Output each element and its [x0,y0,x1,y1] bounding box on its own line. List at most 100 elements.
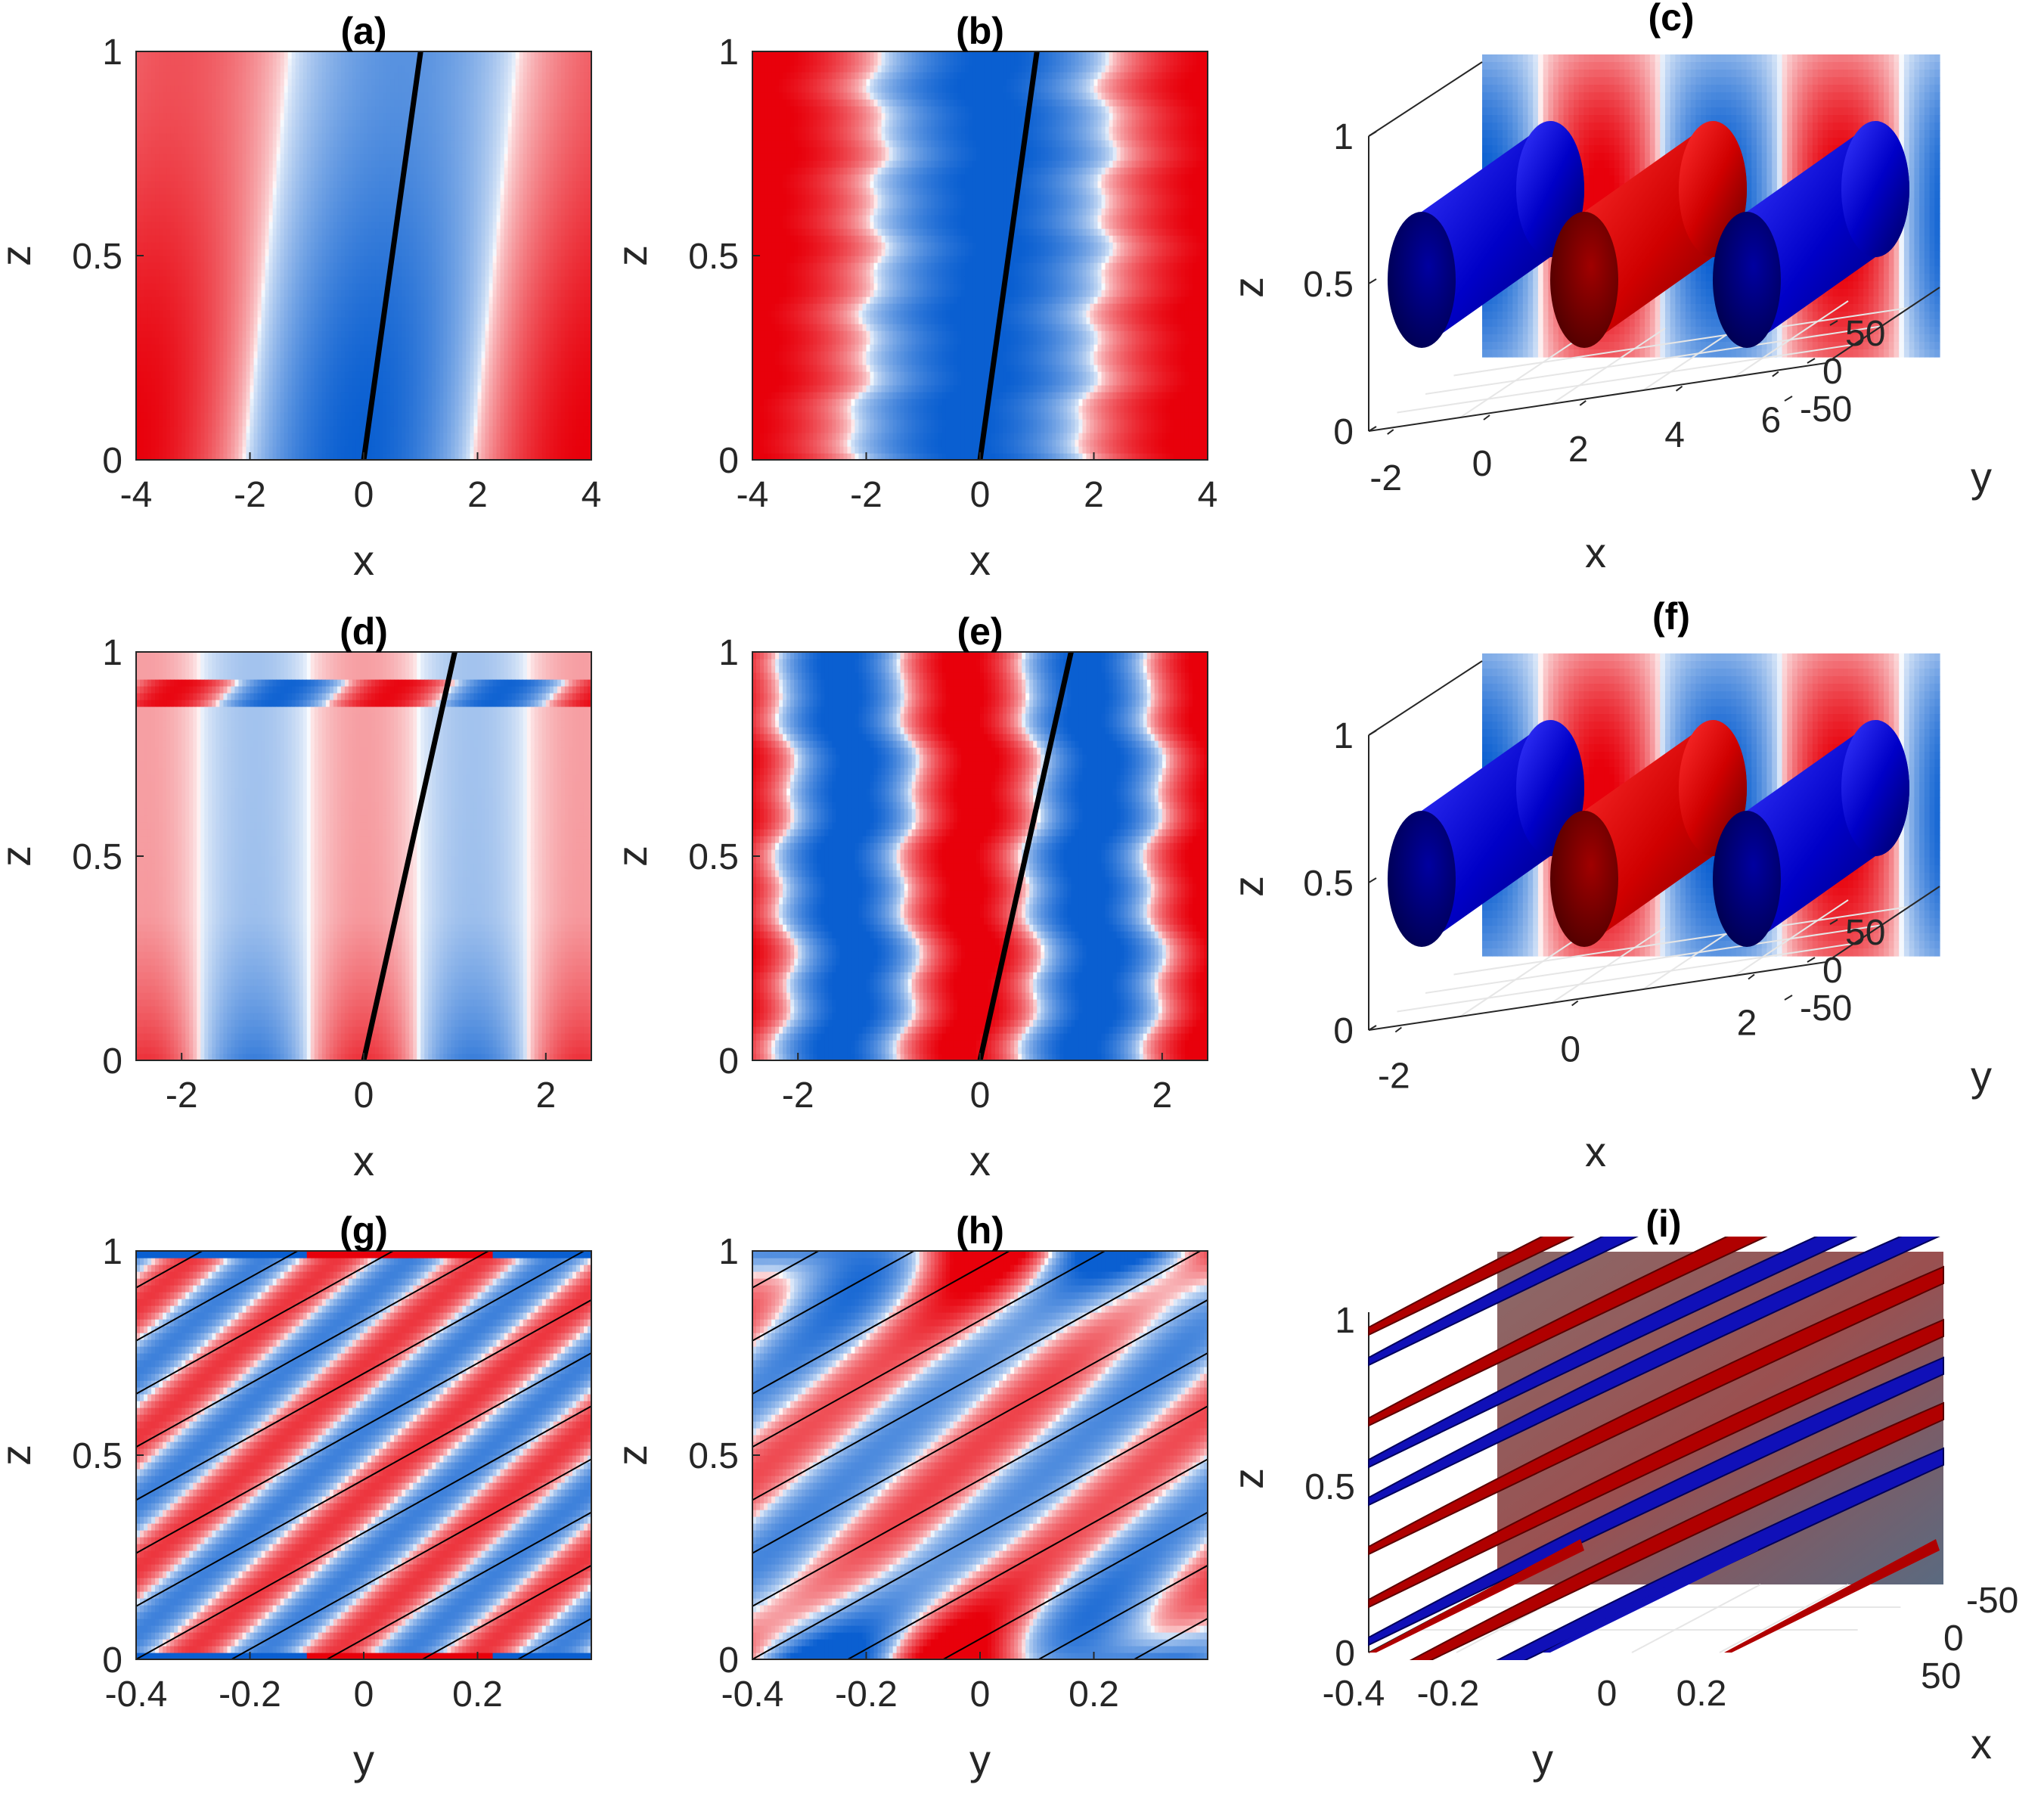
heatmap-cell [170,433,175,440]
heatmap-cell [265,405,270,413]
heatmap-cell [355,419,361,427]
heatmap-cell [284,167,289,175]
heatmap-cell [371,113,376,120]
heatmap-cell [181,174,186,182]
heatmap-cell [321,385,327,393]
heatmap-cell [348,344,353,352]
heatmap-cell [375,208,380,216]
heatmap-cell [166,154,171,161]
heatmap-cell [166,188,171,195]
heatmap-cell [344,290,349,297]
heatmap-cell [185,324,190,331]
heatmap-cell [242,283,247,290]
heatmap-cell [321,106,327,113]
heatmap-cell [432,133,436,141]
heatmap-cell [280,160,285,168]
heatmap-cell [140,181,144,188]
heatmap-cell [197,453,201,461]
heatmap-cell [155,405,160,413]
heatmap-cell [163,208,167,216]
heatmap-cell [299,113,304,120]
heatmap-cell [355,351,361,358]
heatmap-cell [284,228,289,236]
heatmap-cell [140,453,144,461]
heatmap-cell [208,358,212,365]
heatmap-cell [261,419,266,427]
heatmap-cell [371,303,376,311]
heatmap-cell [402,99,406,107]
heatmap-cell [151,256,156,263]
heatmap-cell [375,433,380,440]
heatmap-cell [383,276,387,284]
heatmap-cell [355,269,361,277]
heatmap-cell [447,303,451,311]
heatmap-cell [276,324,281,331]
heatmap-cell [348,235,353,243]
heatmap-cell [352,228,357,236]
heatmap-cell [375,256,380,263]
heatmap-cell [329,160,334,168]
heatmap-cell [147,133,152,141]
heatmap-cell [261,242,266,250]
heatmap-cell [253,262,259,270]
heatmap-cell [398,337,402,345]
heatmap-cell [219,344,224,352]
heatmap-cell [147,201,152,209]
heatmap-cell [344,92,349,100]
heatmap-cell [383,378,387,386]
heatmap-cell [204,365,209,372]
heatmap-cell [291,446,296,454]
heatmap-cell [364,249,368,256]
heatmap-cell [325,194,330,202]
heatmap-cell [447,344,451,352]
heatmap-cell [325,181,330,188]
heatmap-cell [178,58,182,66]
heatmap-cell [402,337,406,345]
heatmap-cell [428,378,433,386]
heatmap-cell [250,351,255,358]
heatmap-cell [355,85,361,93]
heatmap-cell [159,290,163,297]
heatmap-cell [276,371,281,379]
heatmap-cell [144,92,148,100]
heatmap-cell [405,119,410,127]
heatmap-cell [159,453,163,461]
heatmap-cell [295,446,300,454]
heatmap-cell [402,58,406,66]
heatmap-cell [174,262,178,270]
heatmap-cell [174,331,178,338]
heatmap-cell [144,385,148,393]
heatmap-cell [178,228,182,236]
heatmap-cell [359,154,364,161]
heatmap-cell [193,344,197,352]
heatmap-cell [371,453,376,461]
heatmap-cell [212,283,216,290]
heatmap-cell [428,222,433,229]
heatmap-cell [155,344,160,352]
heatmap-cell [170,439,175,447]
heatmap-cell [257,399,262,406]
heatmap-cell [413,256,417,263]
heatmap-cell [436,358,440,365]
heatmap-cell [436,174,440,182]
heatmap-cell [379,310,383,318]
heatmap-cell [383,269,387,277]
heatmap-cell [333,235,338,243]
heatmap-cell [325,235,330,243]
heatmap-cell [390,283,395,290]
heatmap-cell [155,303,160,311]
heatmap-cell [223,194,228,202]
heatmap-cell [364,331,368,338]
heatmap-cell [193,351,197,358]
heatmap-cell [253,154,259,161]
heatmap-cell [329,133,334,141]
heatmap-cell [200,133,205,141]
heatmap-cell [159,392,163,399]
heatmap-cell [155,58,160,66]
heatmap-cell [234,201,240,209]
heatmap-cell [238,126,243,134]
heatmap-cell [417,201,421,209]
heatmap-cell [359,262,364,270]
heatmap-cell [314,262,319,270]
heatmap-cell [163,215,167,222]
